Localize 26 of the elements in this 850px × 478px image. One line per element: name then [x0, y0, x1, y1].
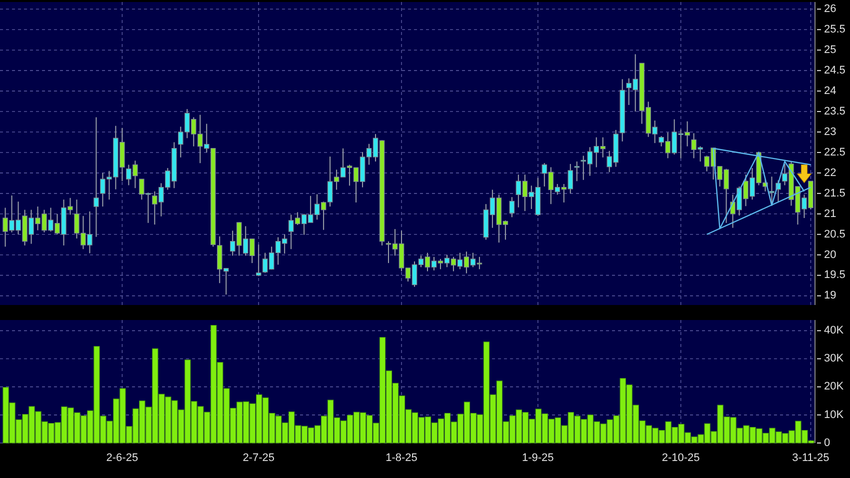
y-tick-label: 0 — [824, 436, 830, 449]
y-tick-label: 25.5 — [824, 24, 846, 36]
y-tick-label: 20 — [824, 248, 836, 261]
x-tick-label: 2-10-25 — [662, 452, 700, 464]
y-tick-label: 23.5 — [824, 105, 846, 118]
y-tick-label: 40K — [824, 324, 844, 337]
y-tick-label: 26 — [824, 3, 836, 16]
x-tick-label: 1-9-25 — [522, 452, 554, 464]
x-tick-label: 3-11-25 — [792, 452, 830, 464]
y-tick-label: 23 — [824, 126, 836, 138]
y-tick-label: 19.5 — [824, 269, 846, 282]
y-tick-label: 25 — [824, 44, 836, 56]
y-tick-label: 22.5 — [824, 146, 846, 158]
y-tick-label: 19 — [824, 290, 836, 302]
y-tick-label: 24 — [824, 84, 836, 97]
x-tick-label: 1-8-25 — [386, 452, 418, 464]
y-tick-label: 10K — [824, 408, 844, 421]
x-tick-label: 2-6-25 — [106, 452, 138, 464]
y-tick-label: 30K — [824, 352, 844, 365]
y-tick-label: 20K — [824, 380, 844, 393]
y-tick-label: 21 — [824, 208, 836, 220]
x-tick-label: 2-7-25 — [242, 452, 274, 464]
y-tick-label: 21.5 — [824, 187, 846, 200]
y-tick-label: 20.5 — [824, 228, 846, 240]
y-tick-label: 24.5 — [824, 64, 846, 76]
y-tick-label: 22 — [824, 166, 836, 179]
